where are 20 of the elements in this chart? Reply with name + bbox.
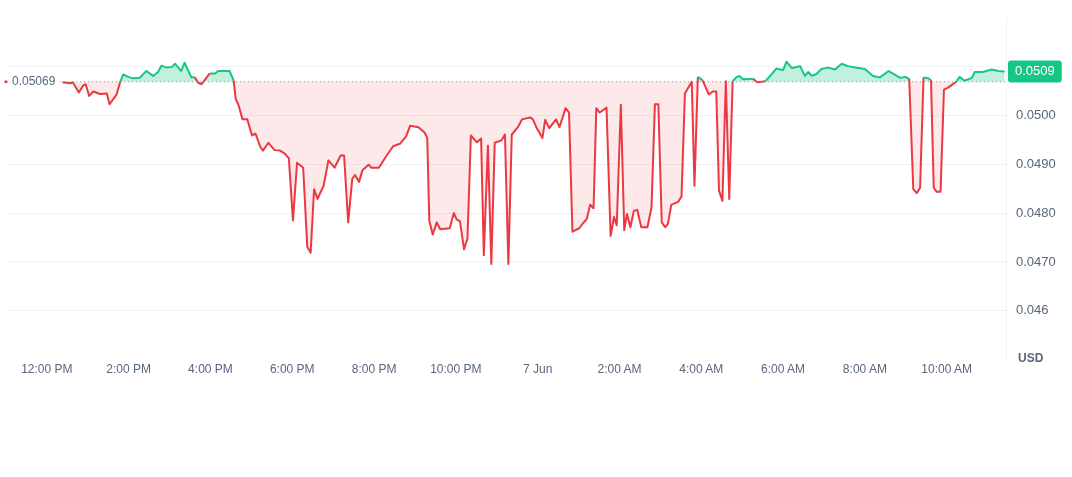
y-tick-label: 0.0470 bbox=[1016, 253, 1056, 269]
x-tick-label: 2:00 PM bbox=[106, 362, 152, 377]
y-axis-title: USD bbox=[1018, 350, 1044, 365]
x-tick-label: 7 Jun bbox=[523, 362, 553, 377]
text: 0.0509 bbox=[1015, 63, 1055, 79]
x-tick-label: 4:00 AM bbox=[679, 362, 724, 377]
ref-line-label: 0.05069 bbox=[12, 74, 56, 89]
x-tick-label: 6:00 PM bbox=[269, 362, 315, 377]
x-tick-label: 4:00 PM bbox=[188, 362, 233, 377]
x-tick-label: 6:00 AM bbox=[761, 362, 806, 377]
y-tick-label: 0.0500 bbox=[1016, 107, 1056, 123]
x-tick-label: 8:00 AM bbox=[842, 362, 887, 377]
x-tick-label: 10:00 PM bbox=[430, 362, 482, 377]
y-tick-label: 0.046 bbox=[1016, 302, 1049, 318]
x-tick-label: 12:00 PM bbox=[21, 362, 73, 377]
x-tick-label: 2:00 AM bbox=[597, 362, 642, 377]
y-tick-label: 0.0490 bbox=[1016, 155, 1056, 171]
x-tick-label: 8:00 PM bbox=[351, 362, 397, 377]
y-tick-label: 0.0480 bbox=[1016, 204, 1056, 220]
x-tick-label: 10:00 AM bbox=[921, 362, 973, 377]
